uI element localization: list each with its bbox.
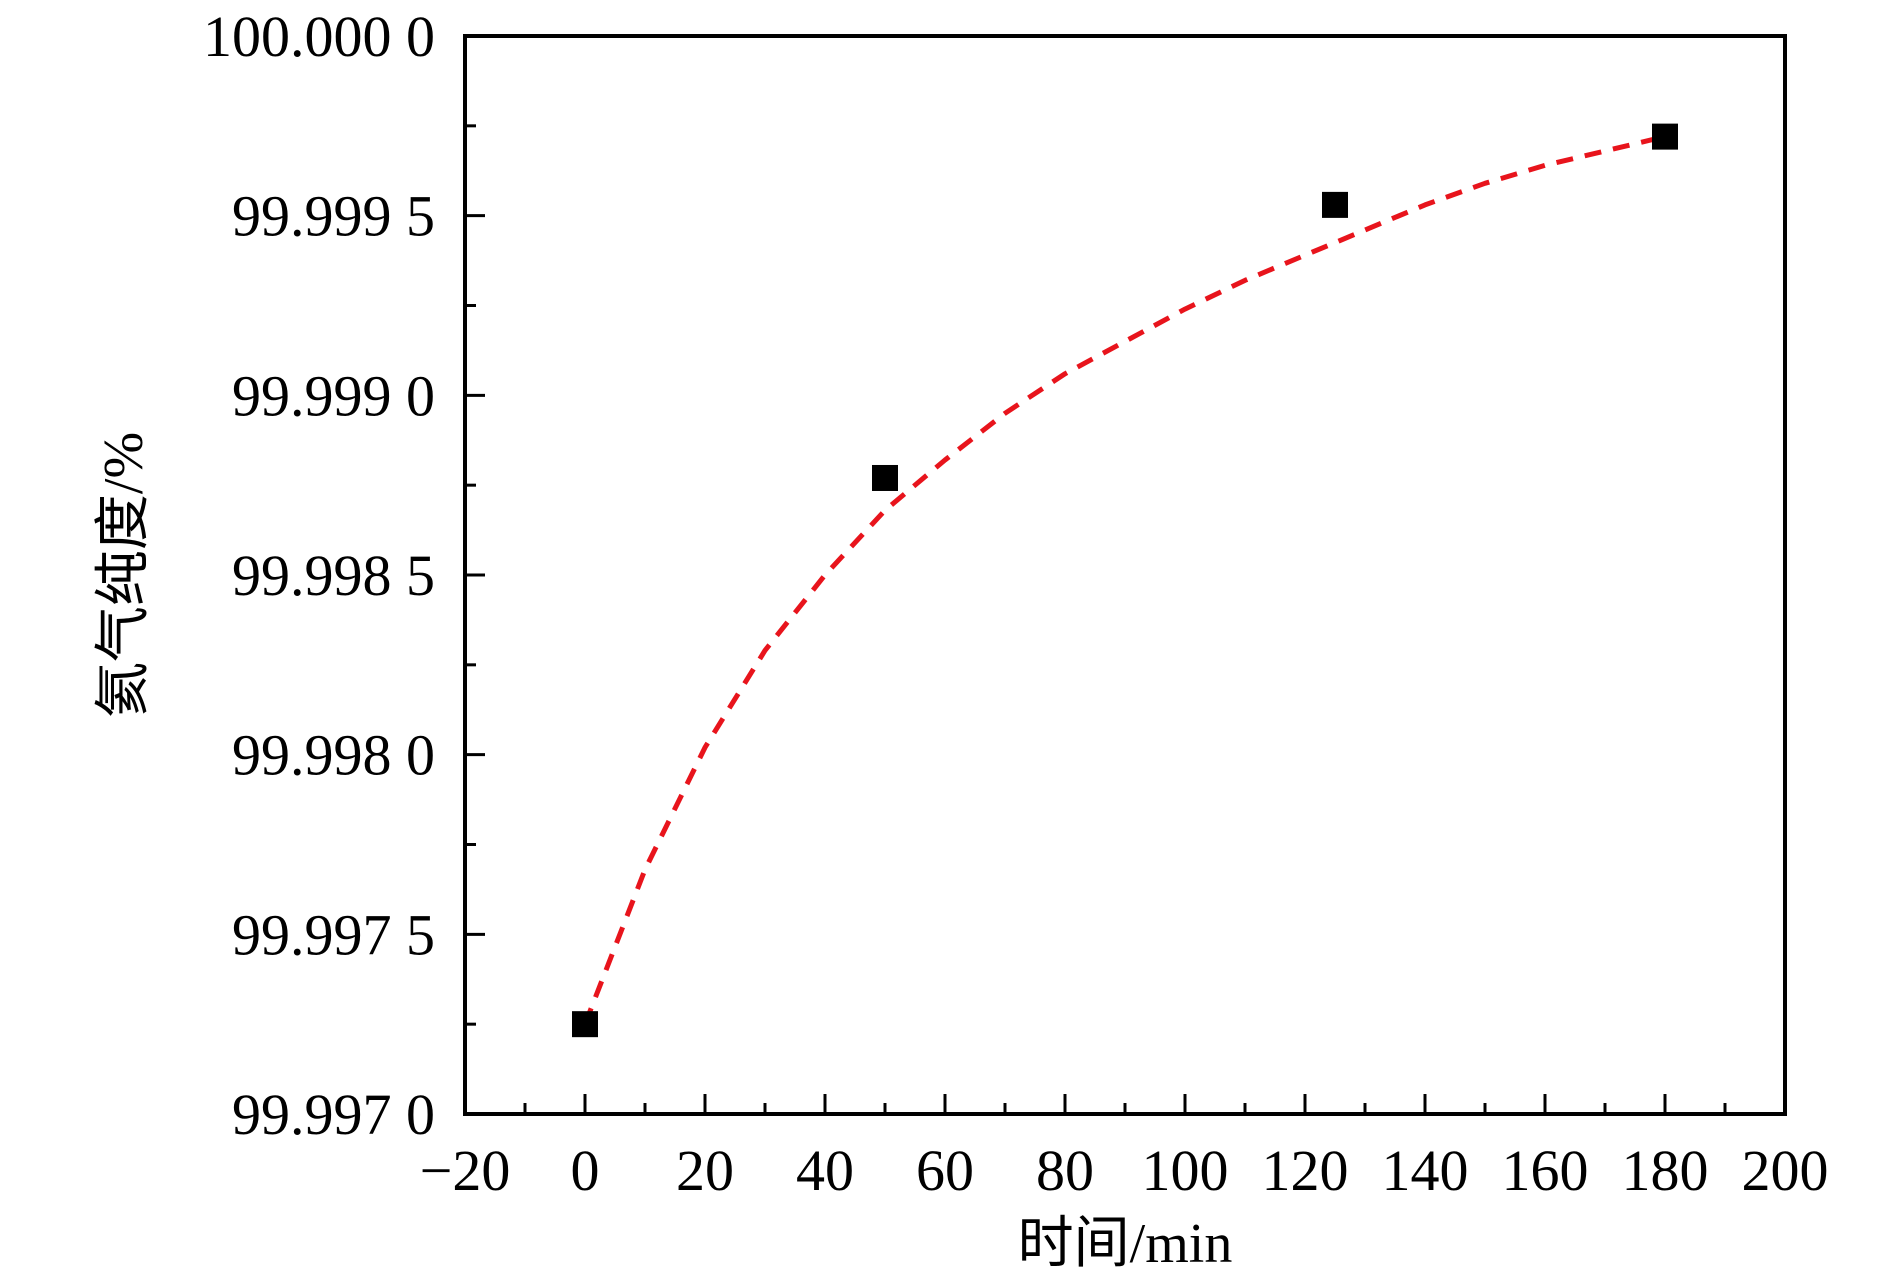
marker-layer xyxy=(572,123,1678,1038)
data-point xyxy=(572,1011,598,1038)
x-tick-label: 120 xyxy=(1262,1138,1349,1203)
x-tick-label: 140 xyxy=(1382,1138,1469,1203)
x-tick-label: 80 xyxy=(1036,1138,1094,1203)
y-tick-label: 99.998 0 xyxy=(232,723,435,788)
x-tick-label: 180 xyxy=(1622,1138,1709,1203)
y-tick-label: 99.999 0 xyxy=(232,363,435,428)
data-point xyxy=(872,464,898,491)
plot-frame xyxy=(463,34,1787,1116)
x-tick-label: 60 xyxy=(916,1138,974,1203)
x-tick-label: 160 xyxy=(1502,1138,1589,1203)
y-tick-label: 100.000 0 xyxy=(203,4,435,69)
x-axis-ticks xyxy=(463,1094,1787,1114)
y-axis-title: 氦气纯度/% xyxy=(93,432,155,718)
x-tick-label: 0 xyxy=(571,1138,600,1203)
y-tick-label: 99.997 0 xyxy=(232,1082,435,1147)
y-tick-label: 99.997 5 xyxy=(232,902,435,967)
x-axis-tick-labels: −20 0 20 40 60 80 100 120 140 160 180 200 xyxy=(420,1138,1829,1203)
data-point xyxy=(1322,191,1348,218)
fit-line-layer xyxy=(582,134,1666,1026)
x-tick-label: 40 xyxy=(796,1138,854,1203)
data-point xyxy=(1652,123,1678,150)
y-tick-label: 99.998 5 xyxy=(232,543,435,608)
x-tick-label: −20 xyxy=(420,1138,511,1203)
x-tick-label: 20 xyxy=(676,1138,734,1203)
x-tick-label: 100 xyxy=(1142,1138,1229,1203)
y-axis-tick-labels: 99.997 0 99.997 5 99.998 0 99.998 5 99.999 0… xyxy=(203,4,435,1147)
fit-curve xyxy=(582,134,1666,1026)
x-axis-title: 时间/min xyxy=(1018,1213,1233,1271)
y-tick-label: 99.999 5 xyxy=(232,184,435,249)
y-axis-ticks xyxy=(465,34,485,1116)
x-tick-label: 200 xyxy=(1742,1138,1829,1203)
